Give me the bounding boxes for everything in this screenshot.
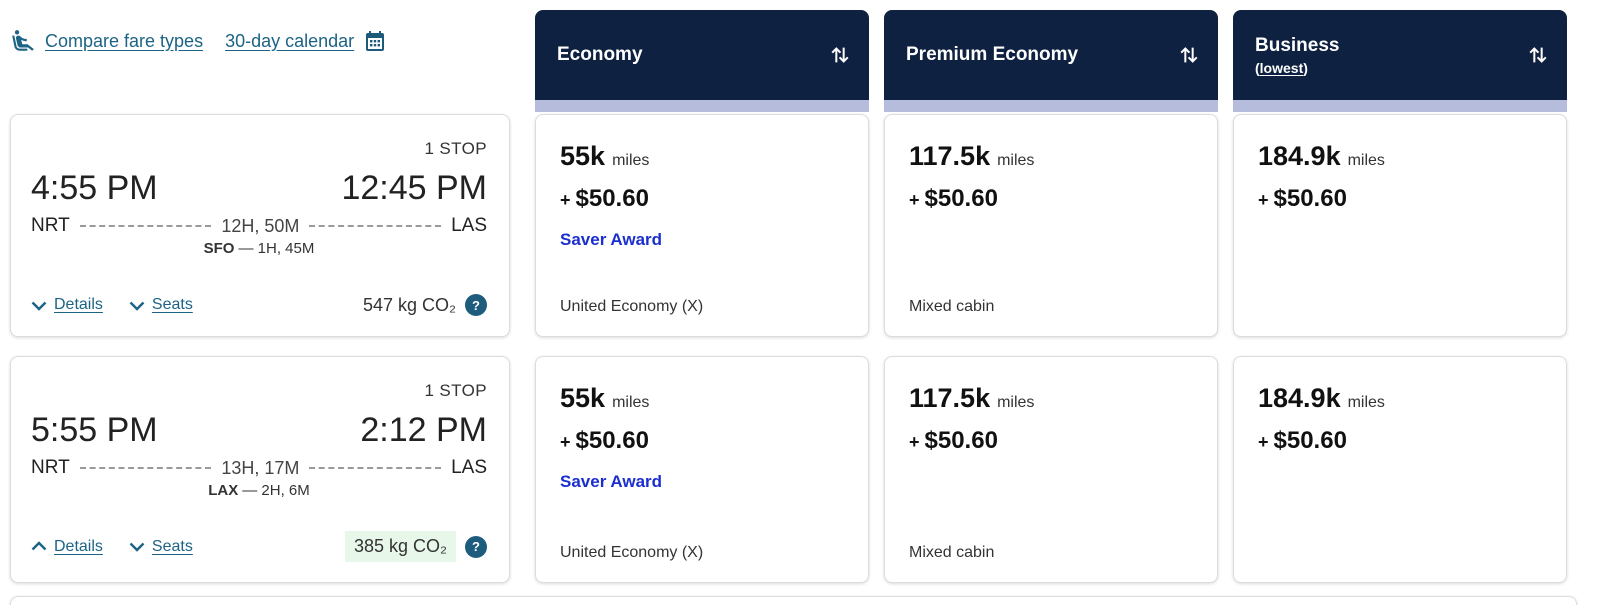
- cash-price: $50.60: [575, 427, 649, 454]
- miles-unit: miles: [1347, 394, 1385, 411]
- miles-value: 184.9k: [1258, 383, 1341, 413]
- depart-time: 5:55 PM: [31, 411, 158, 449]
- flight-card-2: 1 STOP 5:55 PM 2:12 PM NRT 13H, 17M LAS …: [10, 356, 510, 583]
- fare-cell-premium-economy-1[interactable]: 117.5k miles + $50.60 Mixed cabin: [884, 114, 1218, 337]
- destination-code: LAS: [451, 457, 487, 478]
- flight-duration: 13H, 17M: [221, 457, 300, 478]
- business-header-label: Business: [1255, 34, 1340, 56]
- cash-price: $50.60: [1273, 185, 1347, 212]
- fare-cell-economy-2[interactable]: 55k miles + $50.60 Saver Award United Ec…: [535, 356, 869, 583]
- fare-cell-business-2[interactable]: 184.9k miles + $50.60: [1233, 356, 1567, 583]
- co2-help-icon[interactable]: ?: [465, 294, 487, 316]
- miles-unit: miles: [612, 152, 650, 169]
- chevron-up-icon: [31, 541, 47, 552]
- cash-price: $50.60: [924, 185, 998, 212]
- cash-price: $50.60: [924, 427, 998, 454]
- connection-duration: — 1H, 45M: [238, 240, 315, 257]
- compare-fare-types-link[interactable]: Compare fare types: [10, 28, 203, 54]
- connection-info: SFO — 1H, 45M: [31, 240, 487, 257]
- saver-award-label: Saver Award: [560, 230, 663, 249]
- flight-row-1: 1 STOP 4:55 PM 12:45 PM NRT 12H, 50M LAS…: [10, 114, 1600, 337]
- column-header-business[interactable]: Business (lowest): [1233, 10, 1567, 100]
- chevron-down-icon: [129, 300, 145, 311]
- connection-airport: SFO: [203, 240, 235, 257]
- header-row: Compare fare types 30-day calendar Econo…: [10, 10, 1600, 112]
- depart-time: 4:55 PM: [31, 169, 158, 207]
- cash-price: $50.60: [575, 185, 649, 212]
- cabin-description: Mixed cabin: [909, 298, 995, 315]
- connection-airport: LAX: [208, 482, 239, 499]
- seats-link[interactable]: Seats: [129, 538, 193, 556]
- co2-help-icon[interactable]: ?: [465, 535, 487, 558]
- route-dash-line: [309, 225, 442, 227]
- economy-header-label: Economy: [557, 44, 643, 65]
- connection-duration: — 2H, 6M: [242, 482, 310, 499]
- economy-header-accent-strip: [535, 100, 869, 112]
- business-header-accent-strip: [1233, 100, 1567, 112]
- origin-code: NRT: [31, 215, 70, 236]
- cabin-description: United Economy (X): [560, 544, 704, 561]
- flight-duration: 12H, 50M: [221, 215, 300, 236]
- column-economy: Economy: [535, 10, 869, 112]
- toolbar: Compare fare types 30-day calendar: [10, 10, 510, 54]
- saver-award-label: Saver Award: [560, 472, 663, 491]
- cash-price: $50.60: [1273, 427, 1347, 454]
- sort-premium-economy-icon[interactable]: [1178, 43, 1200, 67]
- business-header-sublabel[interactable]: (lowest): [1255, 59, 1308, 76]
- premium-economy-header-accent-strip: [884, 100, 1218, 112]
- miles-unit: miles: [1347, 152, 1385, 169]
- arrive-time: 12:45 PM: [341, 169, 487, 207]
- connection-info: LAX — 2H, 6M: [31, 482, 487, 499]
- cabin-description: Mixed cabin: [909, 544, 995, 561]
- cabin-description: United Economy (X): [560, 298, 704, 315]
- co2-emissions: 547 kg CO₂: [362, 294, 456, 315]
- miles-value: 117.5k: [909, 141, 991, 171]
- column-premium-economy: Premium Economy: [884, 10, 1218, 112]
- stops-badge: 1 STOP: [424, 381, 487, 400]
- co2-emissions-highlighted: 385 kg CO₂: [344, 531, 456, 562]
- details-link-expanded[interactable]: Details: [31, 538, 103, 556]
- destination-code: LAS: [451, 215, 487, 236]
- miles-value: 55k: [560, 383, 606, 413]
- details-link[interactable]: Details: [31, 296, 103, 314]
- compare-fare-types-label: Compare fare types: [45, 30, 204, 51]
- sort-economy-icon[interactable]: [829, 43, 851, 67]
- calendar-icon: [363, 29, 387, 53]
- flight-card-1: 1 STOP 4:55 PM 12:45 PM NRT 12H, 50M LAS…: [10, 114, 510, 337]
- miles-value: 184.9k: [1258, 141, 1341, 171]
- origin-code: NRT: [31, 457, 70, 478]
- route-dash-line: [79, 225, 212, 227]
- miles-unit: miles: [997, 394, 1035, 411]
- column-header-premium-economy[interactable]: Premium Economy: [884, 10, 1218, 100]
- route-dash-line: [309, 467, 442, 469]
- miles-value: 117.5k: [909, 383, 991, 413]
- column-business: Business (lowest): [1233, 10, 1567, 112]
- seats-link[interactable]: Seats: [129, 296, 193, 314]
- thirty-day-calendar-label: 30-day calendar: [225, 30, 355, 51]
- sort-business-icon[interactable]: [1527, 43, 1549, 67]
- thirty-day-calendar-link[interactable]: 30-day calendar: [225, 29, 387, 53]
- stops-badge: 1 STOP: [424, 139, 487, 158]
- premium-economy-header-label: Premium Economy: [906, 44, 1079, 65]
- column-header-economy[interactable]: Economy: [535, 10, 869, 100]
- miles-unit: miles: [612, 394, 650, 411]
- chevron-down-icon: [31, 300, 47, 311]
- chevron-down-icon: [129, 541, 145, 552]
- miles-value: 55k: [560, 141, 606, 171]
- arrive-time: 2:12 PM: [360, 411, 487, 449]
- route-dash-line: [79, 467, 212, 469]
- fare-cell-premium-economy-2[interactable]: 117.5k miles + $50.60 Mixed cabin: [884, 356, 1218, 583]
- expanded-details-panel: [10, 596, 1577, 605]
- miles-unit: miles: [997, 152, 1035, 169]
- fare-cell-economy-1[interactable]: 55k miles + $50.60 Saver Award United Ec…: [535, 114, 869, 337]
- seat-icon: [10, 28, 36, 54]
- flight-row-2: 1 STOP 5:55 PM 2:12 PM NRT 13H, 17M LAS …: [10, 356, 1600, 583]
- fare-cell-business-1[interactable]: 184.9k miles + $50.60: [1233, 114, 1567, 337]
